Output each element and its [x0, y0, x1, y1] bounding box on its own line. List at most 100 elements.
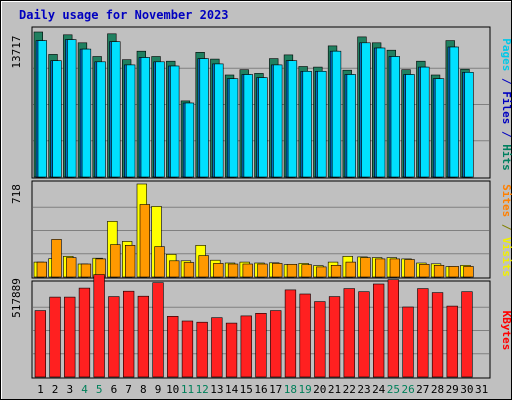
- x-tick-label-day-25: 25: [387, 383, 400, 396]
- x-tick-label-day-26: 26: [401, 383, 414, 396]
- requests-bar-pages-day-4: [81, 48, 92, 178]
- x-tick-label-day-2: 2: [52, 383, 59, 396]
- kbytes-bar-kbytes-day-5: [93, 274, 105, 378]
- visits-bar-sites-day-1: [36, 261, 47, 278]
- visits-bar-sites-day-29: [448, 266, 459, 278]
- kbytes-legend-text: KBytes: [500, 311, 512, 351]
- x-tick-label-day-7: 7: [125, 383, 132, 396]
- kbytes-legend-part: KBytes: [500, 311, 512, 351]
- kbytes-bar-kbytes-day-10: [167, 315, 179, 378]
- kbytes-bar-kbytes-day-1: [34, 310, 46, 378]
- x-tick-label-day-5: 5: [96, 383, 103, 396]
- requests-bar-pages-day-21: [331, 50, 342, 178]
- panel-kbytes: [31, 274, 491, 379]
- requests-bar-pages-day-5: [96, 61, 106, 178]
- visits-bar-sites-day-2: [51, 239, 62, 278]
- kbytes-bar-kbytes-day-12: [196, 321, 208, 378]
- visits-bar-sites-day-30: [463, 266, 474, 278]
- requests-bar-pages-day-3: [67, 39, 77, 178]
- kbytes-bar-kbytes-day-28: [431, 292, 444, 378]
- kbytes-max-label: 517889: [10, 278, 23, 318]
- visits-max-label: 718: [10, 184, 23, 204]
- kbytes-bar-kbytes-day-15: [240, 315, 252, 378]
- kbytes-bar-kbytes-day-14: [225, 322, 238, 378]
- x-tick-label-day-22: 22: [343, 383, 356, 396]
- x-tick-label-day-31: 31: [475, 383, 488, 396]
- kbytes-bar-kbytes-day-13: [211, 317, 223, 378]
- requests-bar-pages-day-17: [273, 64, 283, 178]
- visits-bar-sites-day-18: [286, 263, 298, 278]
- kbytes-bar-kbytes-day-22: [343, 288, 355, 378]
- x-tick-label-day-13: 13: [210, 383, 223, 396]
- requests-bar-pages-day-13: [214, 63, 224, 178]
- x-axis-labels: 1 2 3 4 5 6 7 8 9 10 11 12 13 14 15 16 17 18 19 20 21 22 23 24 2…: [37, 383, 488, 396]
- kbytes-legend: KBytes: [500, 311, 512, 351]
- kbytes-bar-kbytes-day-9: [152, 282, 164, 378]
- visits-bar-sites-day-23: [360, 257, 371, 278]
- x-tick-label-day-17: 17: [269, 383, 282, 396]
- visits-bar-sites-day-28: [433, 264, 445, 278]
- visits-bar-sites-day-14: [227, 263, 239, 278]
- requests-bar-pages-day-30: [464, 72, 474, 178]
- kbytes-bar-kbytes-day-30: [461, 291, 473, 378]
- kbytes-bar-kbytes-day-29: [446, 305, 458, 378]
- x-tick-label-day-28: 28: [431, 383, 444, 396]
- x-tick-label-day-20: 20: [313, 383, 326, 396]
- visits-bar-sites-day-6: [110, 244, 121, 278]
- visits-legend-text: Sites / Visits: [500, 184, 512, 277]
- visits-bar-sites-day-11: [183, 262, 195, 278]
- kbytes-bar-kbytes-day-18: [284, 289, 297, 378]
- requests-legend-part: /: [500, 124, 512, 144]
- requests-bar-pages-day-19: [302, 71, 312, 178]
- chart-title: Daily usage for November 2023: [19, 8, 229, 22]
- requests-bar-pages-day-11: [184, 102, 195, 178]
- x-tick-label-day-9: 9: [155, 383, 162, 396]
- requests-legend-text: Pages / Files / Hits: [500, 38, 512, 171]
- requests-bar-pages-day-14: [228, 78, 239, 178]
- x-tick-label-day-11: 11: [181, 383, 194, 396]
- x-tick-label-day-8: 8: [140, 383, 147, 396]
- visits-bar-sites-day-24: [374, 258, 386, 278]
- x-tick-label-day-12: 12: [196, 383, 209, 396]
- visits-bar-sites-day-19: [301, 264, 312, 278]
- visits-bar-sites-day-8: [139, 204, 150, 278]
- kbytes-bar-kbytes-day-20: [314, 301, 326, 378]
- visits-bar-sites-day-17: [272, 263, 283, 278]
- kbytes-bar-kbytes-day-16: [255, 312, 267, 378]
- requests-bar-pages-day-12: [199, 58, 209, 178]
- requests-bar-pages-day-26: [405, 74, 415, 178]
- x-tick-label-day-6: 6: [111, 383, 118, 396]
- requests-bar-pages-day-22: [346, 74, 356, 178]
- requests-legend-part: /: [500, 71, 512, 91]
- requests-bar-pages-day-1: [37, 40, 47, 178]
- visits-bar-sites-day-15: [242, 263, 253, 278]
- requests-bar-pages-day-18: [287, 60, 298, 178]
- x-tick-label-day-4: 4: [81, 383, 88, 396]
- x-tick-label-day-24: 24: [372, 383, 386, 396]
- requests-bar-pages-day-23: [361, 42, 371, 178]
- requests-legend-part: Files: [500, 91, 512, 124]
- x-tick-label-day-10: 10: [166, 383, 179, 396]
- requests-bar-pages-day-20: [317, 71, 327, 178]
- kbytes-bar-kbytes-day-21: [328, 296, 341, 378]
- visits-bar-sites-day-12: [198, 255, 209, 278]
- kbytes-bar-kbytes-day-24: [372, 283, 385, 378]
- kbytes-bar-kbytes-day-19: [299, 293, 311, 378]
- requests-bar-pages-day-16: [258, 77, 268, 178]
- visits-bar-sites-day-22: [345, 261, 356, 278]
- x-tick-label-day-27: 27: [416, 383, 429, 396]
- requests-legend-part: Pages: [500, 38, 512, 71]
- requests-bar-pages-day-8: [140, 57, 150, 178]
- kbytes-bar-kbytes-day-3: [64, 296, 76, 378]
- x-tick-label-day-23: 23: [357, 383, 370, 396]
- requests-bar-pages-day-25: [390, 56, 400, 178]
- kbytes-bar-kbytes-day-27: [417, 288, 429, 378]
- kbytes-bar-kbytes-day-7: [123, 290, 135, 378]
- requests-bar-pages-day-15: [243, 74, 253, 178]
- x-tick-label-day-18: 18: [284, 383, 297, 396]
- kbytes-bar-kbytes-day-17: [270, 310, 282, 378]
- x-tick-label-day-14: 14: [225, 383, 239, 396]
- requests-legend-part: Hits: [500, 144, 512, 171]
- visits-legend-part: Sites: [500, 184, 512, 217]
